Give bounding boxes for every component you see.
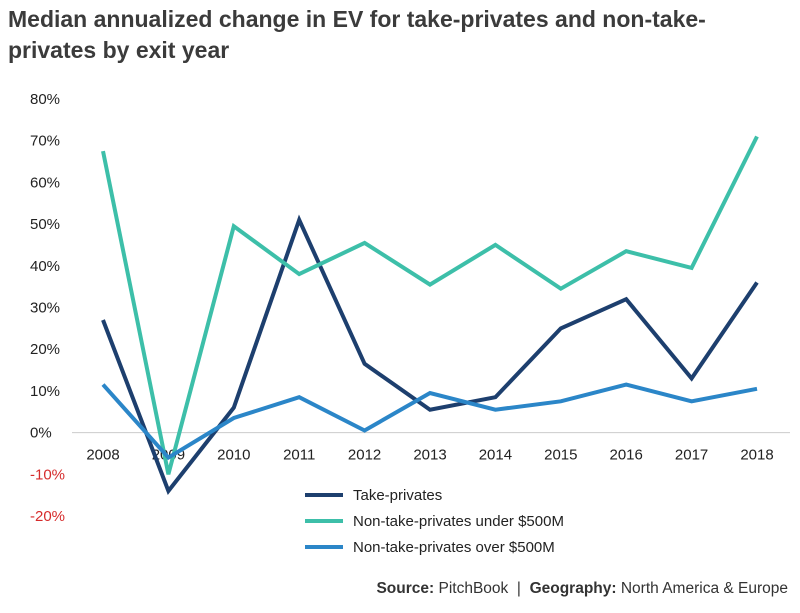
x-tick-label: 2014: [479, 447, 512, 464]
x-tick-label: 2013: [413, 447, 446, 464]
x-axis-ticks: 2008 2009 2010 2011 2012 2013 2014 2015 2016 2017…: [86, 447, 773, 464]
y-tick-label: 50%: [30, 216, 60, 233]
series-lines: [101, 135, 759, 496]
legend-label: Non-take-privates over $500M: [353, 539, 555, 556]
series-line-2: [101, 135, 759, 475]
x-tick-label: 2011: [283, 447, 315, 464]
x-tick-label: 2010: [217, 447, 250, 464]
x-tick-label: 2012: [348, 447, 381, 464]
legend-label: Non-take-privates under $500M: [353, 513, 564, 530]
y-tick-label: 20%: [30, 341, 60, 358]
source-separator: |: [516, 580, 521, 597]
y-tick-label: -20%: [30, 508, 65, 525]
y-tick-label: 0%: [30, 425, 52, 442]
x-tick-label: 2015: [544, 447, 577, 464]
y-tick-label: 40%: [30, 258, 60, 275]
y-axis-ticks: -20% -10% 0% 10% 20% 30% 40% 50% 60% 70% 80%: [30, 91, 65, 525]
geography-value: North America & Europe: [620, 580, 788, 597]
source-label: Source:: [376, 580, 435, 597]
x-tick-label: 2017: [675, 447, 708, 464]
y-tick-label: 10%: [30, 383, 60, 400]
x-tick-label: 2018: [740, 447, 773, 464]
geography-label: Geography:: [529, 580, 617, 597]
y-tick-label: 80%: [30, 91, 60, 108]
y-tick-label: -10%: [30, 466, 65, 483]
legend: Take-privates Non-take-privates under $50…: [305, 487, 564, 556]
y-tick-label: 60%: [30, 174, 60, 191]
source-note: Source: PitchBook | Geography: North Ame…: [376, 580, 788, 598]
legend-label: Take-privates: [353, 487, 442, 504]
source-value: PitchBook: [438, 580, 509, 597]
series-line-1: [101, 214, 759, 496]
y-tick-label: 70%: [30, 133, 60, 150]
x-tick-label: 2008: [86, 447, 119, 464]
series-line-3: [101, 382, 758, 461]
chart-title: Median annualized change in EV for take-…: [8, 6, 706, 63]
x-tick-label: 2016: [610, 447, 643, 464]
y-tick-label: 30%: [30, 300, 60, 317]
